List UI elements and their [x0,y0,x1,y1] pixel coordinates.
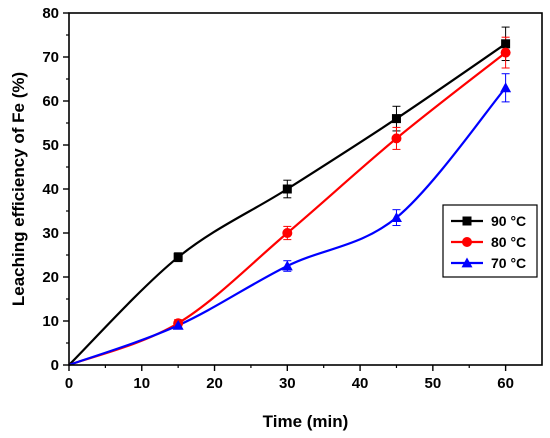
y-axis-title: Leaching efficiency of Fe (%) [9,72,28,306]
x-tick-label: 60 [497,375,514,392]
data-markers [172,39,512,330]
series-line [68,42,507,366]
data-point [391,114,401,124]
y-tick-label: 40 [42,181,59,198]
data-point [391,133,402,144]
x-axis-title: Time (min) [263,412,349,431]
x-tick-label: 50 [425,375,442,392]
data-point [173,252,183,262]
y-tick-label: 60 [42,93,59,110]
series-line [68,51,507,367]
legend-marker [462,237,472,247]
y-tick-label: 10 [42,313,59,330]
legend: 90 °C 80 °C 70 °C [442,204,538,278]
y-tick-label: 20 [42,269,59,286]
data-point [282,228,293,238]
series-line [68,87,507,367]
y-tick-label: 50 [42,137,59,154]
data-point [390,212,402,222]
data-point [172,319,184,330]
y-tick-label: 30 [42,225,59,242]
legend-marker [461,257,473,268]
data-point [500,47,511,58]
legend-marker [462,216,472,226]
plot-frame [68,12,543,366]
x-tick-label: 30 [279,375,296,392]
legend-label: 90 °C [491,213,526,229]
axes: 0 10 20 30 40 50 60 0 10 20 30 40 50 60 70 80 [42,5,514,392]
error-bars [174,26,510,330]
legend-item: 80 °C [451,234,526,250]
data-point [281,260,293,271]
x-tick-label: 40 [352,375,369,392]
fit-curves [68,42,507,367]
y-tick-label: 80 [42,5,59,22]
data-point [500,82,512,93]
legend-item: 70 °C [451,255,526,271]
legend-label: 80 °C [491,234,526,250]
legend-label: 70 °C [491,255,526,271]
legend-item: 90 °C [451,213,526,229]
y-tick-label: 70 [42,49,59,66]
x-tick-label: 10 [133,375,150,392]
y-tick-label: 0 [51,357,59,374]
data-point [282,184,292,194]
data-point [501,39,511,49]
x-tick-label: 0 [65,375,73,392]
x-tick-label: 20 [206,375,223,392]
